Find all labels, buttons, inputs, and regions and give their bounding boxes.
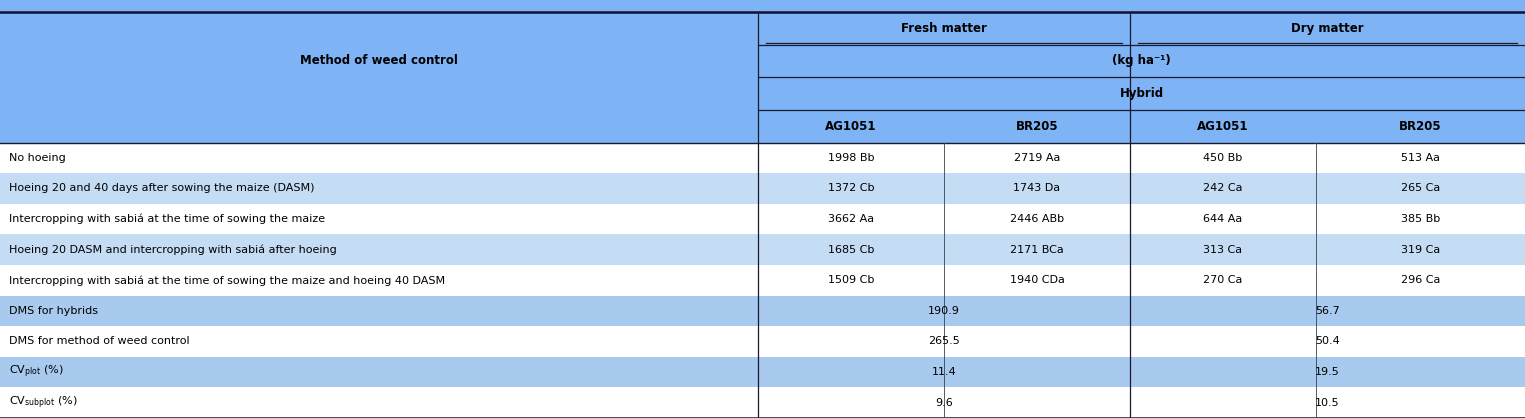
Text: 265.5: 265.5 bbox=[929, 336, 959, 347]
Text: No hoeing: No hoeing bbox=[9, 153, 66, 163]
Text: BR205: BR205 bbox=[1400, 120, 1441, 133]
Text: 3662 Aa: 3662 Aa bbox=[828, 214, 874, 224]
FancyBboxPatch shape bbox=[0, 12, 1525, 45]
FancyBboxPatch shape bbox=[0, 265, 1525, 296]
Text: 319 Ca: 319 Ca bbox=[1401, 245, 1440, 255]
Text: 296 Ca: 296 Ca bbox=[1401, 275, 1440, 285]
Text: 1998 Bb: 1998 Bb bbox=[828, 153, 874, 163]
Text: 10.5: 10.5 bbox=[1315, 398, 1340, 408]
Text: BR205: BR205 bbox=[1016, 120, 1058, 133]
Text: Hoeing 20 DASM and intercropping with sabiá after hoeing: Hoeing 20 DASM and intercropping with sa… bbox=[9, 245, 337, 255]
FancyBboxPatch shape bbox=[0, 110, 1525, 143]
Text: 313 Ca: 313 Ca bbox=[1203, 245, 1243, 255]
FancyBboxPatch shape bbox=[0, 234, 1525, 265]
Text: 1940 CDa: 1940 CDa bbox=[1010, 275, 1064, 285]
Text: 1372 Cb: 1372 Cb bbox=[828, 184, 874, 194]
Text: 513 Aa: 513 Aa bbox=[1401, 153, 1440, 163]
Text: 50.4: 50.4 bbox=[1315, 336, 1340, 347]
Text: 644 Aa: 644 Aa bbox=[1203, 214, 1243, 224]
Text: 1743 Da: 1743 Da bbox=[1014, 184, 1060, 194]
Text: Intercropping with sabiá at the time of sowing the maize: Intercropping with sabiá at the time of … bbox=[9, 214, 325, 224]
Text: Hoeing 20 and 40 days after sowing the maize (DASM): Hoeing 20 and 40 days after sowing the m… bbox=[9, 184, 314, 194]
Text: 385 Bb: 385 Bb bbox=[1401, 214, 1440, 224]
Text: 270 Ca: 270 Ca bbox=[1203, 275, 1243, 285]
Text: 2719 Aa: 2719 Aa bbox=[1014, 153, 1060, 163]
Text: 2171 BCa: 2171 BCa bbox=[1010, 245, 1064, 255]
Text: $\mathrm{CV_{plot}}$ (%): $\mathrm{CV_{plot}}$ (%) bbox=[9, 364, 64, 380]
Text: 1685 Cb: 1685 Cb bbox=[828, 245, 874, 255]
Text: 56.7: 56.7 bbox=[1315, 306, 1340, 316]
Text: 265 Ca: 265 Ca bbox=[1401, 184, 1440, 194]
FancyBboxPatch shape bbox=[0, 296, 1525, 326]
FancyBboxPatch shape bbox=[0, 45, 1525, 77]
Text: Method of weed control: Method of weed control bbox=[300, 54, 458, 67]
Text: Intercropping with sabiá at the time of sowing the maize and hoeing 40 DASM: Intercropping with sabiá at the time of … bbox=[9, 275, 445, 285]
FancyBboxPatch shape bbox=[0, 357, 1525, 387]
FancyBboxPatch shape bbox=[0, 173, 1525, 204]
Text: Hybrid: Hybrid bbox=[1119, 87, 1164, 100]
Text: 19.5: 19.5 bbox=[1315, 367, 1340, 377]
Text: AG1051: AG1051 bbox=[825, 120, 877, 133]
FancyBboxPatch shape bbox=[0, 143, 1525, 173]
Text: AG1051: AG1051 bbox=[1197, 120, 1249, 133]
Text: 2446 ABb: 2446 ABb bbox=[1010, 214, 1064, 224]
Text: 242 Ca: 242 Ca bbox=[1203, 184, 1243, 194]
FancyBboxPatch shape bbox=[0, 77, 1525, 110]
FancyBboxPatch shape bbox=[0, 0, 1525, 12]
Text: DMS for hybrids: DMS for hybrids bbox=[9, 306, 98, 316]
FancyBboxPatch shape bbox=[0, 387, 1525, 418]
Text: 190.9: 190.9 bbox=[929, 306, 959, 316]
FancyBboxPatch shape bbox=[0, 326, 1525, 357]
Text: 1509 Cb: 1509 Cb bbox=[828, 275, 874, 285]
Text: 11.4: 11.4 bbox=[932, 367, 956, 377]
FancyBboxPatch shape bbox=[0, 204, 1525, 234]
Text: DMS for method of weed control: DMS for method of weed control bbox=[9, 336, 189, 347]
Text: (kg ha⁻¹): (kg ha⁻¹) bbox=[1112, 54, 1171, 67]
Text: $\mathrm{CV_{subplot}}$ (%): $\mathrm{CV_{subplot}}$ (%) bbox=[9, 395, 78, 411]
Text: 9.6: 9.6 bbox=[935, 398, 953, 408]
Text: Fresh matter: Fresh matter bbox=[901, 22, 987, 35]
Text: 450 Bb: 450 Bb bbox=[1203, 153, 1243, 163]
Text: Dry matter: Dry matter bbox=[1292, 22, 1363, 35]
